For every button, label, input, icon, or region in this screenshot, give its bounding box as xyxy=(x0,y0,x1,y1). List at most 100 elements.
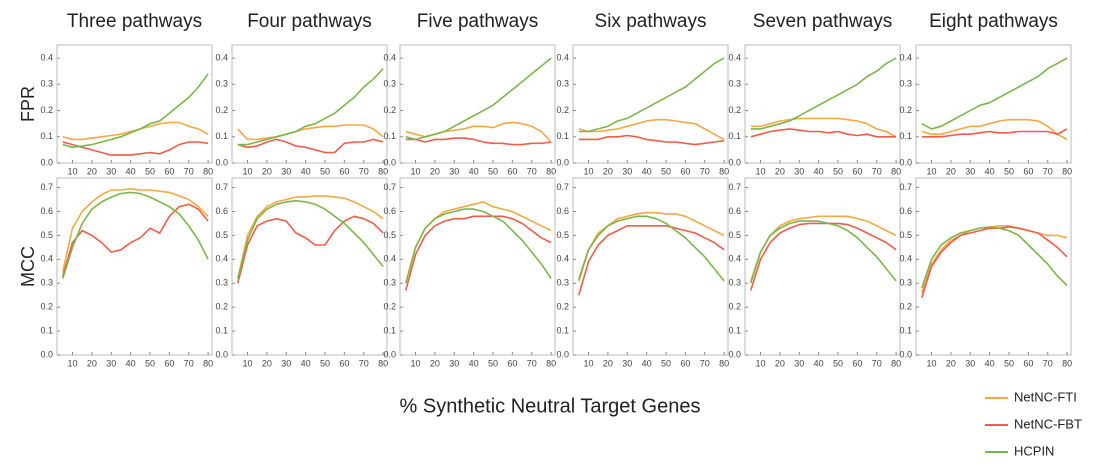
x-tick-label: 50 xyxy=(488,166,498,176)
x-tick-label: 40 xyxy=(985,358,995,368)
series-line xyxy=(405,137,552,146)
y-tick-label: 0.3 xyxy=(215,79,228,89)
y-tick-label: 0.1 xyxy=(40,131,53,141)
series-line xyxy=(578,225,725,296)
series-line xyxy=(405,215,552,291)
panel: 0.0 0.1 0.2 0.3 0.4 0.5 0.6 0.7 10 20 30 40 50 60 70 80 xyxy=(215,177,388,368)
x-tick-label: 10 xyxy=(242,166,252,176)
x-tick-label: 80 xyxy=(719,358,729,368)
x-tick-label: 30 xyxy=(794,358,804,368)
x-tick-label: 20 xyxy=(946,358,956,368)
x-tick-label: 20 xyxy=(262,358,272,368)
series-line xyxy=(405,57,552,141)
y-tick-label: 0.1 xyxy=(383,325,396,335)
x-tick-label: 10 xyxy=(583,358,593,368)
y-tick-label: 0.2 xyxy=(383,105,396,115)
x-tick-label: 20 xyxy=(87,166,97,176)
y-tick-label: 0.6 xyxy=(40,206,53,216)
x-tick-label: 20 xyxy=(603,358,613,368)
x-tick-label: 80 xyxy=(203,358,213,368)
y-tick-label: 0.3 xyxy=(899,79,912,89)
panel: Six pathways 0.0 0.1 0.2 0.3 0.4 10 20 30 40 50 60 7… xyxy=(556,11,729,176)
series-line xyxy=(750,222,897,291)
y-tick-label: 0.6 xyxy=(556,206,569,216)
x-tick-label: 20 xyxy=(262,166,272,176)
panel-title: Three pathways xyxy=(67,11,202,32)
y-tick-label: 0.1 xyxy=(728,131,741,141)
panel: Five pathways 0.0 0.1 0.2 0.3 0.4 10 20 30 40 50 60… xyxy=(383,11,556,176)
y-axis-label: FPR xyxy=(18,86,38,122)
y-tick-label: 0.2 xyxy=(383,302,396,312)
panel: 0.0 0.1 0.2 0.3 0.4 0.5 0.6 0.7 10 20 30 40 50 60 70 80 xyxy=(899,177,1072,368)
series-line xyxy=(237,68,384,146)
x-tick-label: 20 xyxy=(946,166,956,176)
y-tick-label: 0.0 xyxy=(899,157,912,167)
y-tick-label: 0.3 xyxy=(383,278,396,288)
x-tick-label: 30 xyxy=(106,166,116,176)
y-tick-label: 0.0 xyxy=(383,349,396,359)
series-line xyxy=(237,215,384,284)
plot-frame xyxy=(231,177,388,356)
y-tick-label: 0.1 xyxy=(728,325,741,335)
y-tick-label: 0.4 xyxy=(40,52,53,62)
x-tick-label: 50 xyxy=(320,358,330,368)
y-tick-label: 0.5 xyxy=(383,230,396,240)
x-tick-label: 80 xyxy=(203,166,213,176)
x-tick-label: 50 xyxy=(488,358,498,368)
y-tick-label: 0.7 xyxy=(383,182,396,192)
y-tick-label: 0.3 xyxy=(728,278,741,288)
y-tick-label: 0.4 xyxy=(728,254,741,264)
y-tick-label: 0.1 xyxy=(215,131,228,141)
x-tick-label: 70 xyxy=(700,166,710,176)
y-tick-label: 0.7 xyxy=(728,182,741,192)
y-tick-label: 0.5 xyxy=(215,230,228,240)
y-tick-label: 0.3 xyxy=(40,79,53,89)
x-tick-label: 20 xyxy=(775,166,785,176)
x-tick-label: 30 xyxy=(965,166,975,176)
x-tick-label: 60 xyxy=(339,166,349,176)
y-tick-label: 0.0 xyxy=(556,349,569,359)
y-tick-label: 0.3 xyxy=(556,278,569,288)
plot-frame xyxy=(915,44,1072,164)
y-tick-label: 0.5 xyxy=(899,230,912,240)
y-tick-label: 0.4 xyxy=(556,52,569,62)
x-tick-label: 20 xyxy=(430,358,440,368)
y-tick-label: 0.7 xyxy=(215,182,228,192)
x-tick-label: 40 xyxy=(301,358,311,368)
x-tick-label: 30 xyxy=(106,358,116,368)
y-tick-label: 0.0 xyxy=(899,349,912,359)
y-tick-label: 0.0 xyxy=(215,349,228,359)
x-tick-label: 40 xyxy=(469,358,479,368)
x-tick-label: 70 xyxy=(527,166,537,176)
series-line xyxy=(750,57,897,130)
legend-label: HCPIN xyxy=(1014,443,1054,458)
y-tick-label: 0.5 xyxy=(40,230,53,240)
legend-label: NetNC-FBT xyxy=(1014,416,1082,431)
x-tick-label: 70 xyxy=(184,166,194,176)
y-tick-label: 0.2 xyxy=(556,105,569,115)
y-tick-label: 0.0 xyxy=(40,157,53,167)
y-tick-label: 0.4 xyxy=(215,52,228,62)
x-tick-label: 50 xyxy=(1004,358,1014,368)
series-line xyxy=(921,57,1068,130)
x-tick-label: 80 xyxy=(378,166,388,176)
x-tick-label: 70 xyxy=(872,358,882,368)
y-tick-label: 0.2 xyxy=(40,105,53,115)
panel: Four pathways 0.0 0.1 0.2 0.3 0.4 10 20 30 40 50 60… xyxy=(215,11,388,176)
x-tick-label: 30 xyxy=(622,166,632,176)
x-tick-label: 50 xyxy=(145,358,155,368)
series-line xyxy=(62,203,209,277)
series-line xyxy=(578,118,725,141)
x-tick-label: 40 xyxy=(126,166,136,176)
y-tick-label: 0.6 xyxy=(383,206,396,216)
y-tick-label: 0.5 xyxy=(556,230,569,240)
series-line xyxy=(405,208,552,284)
x-tick-label: 10 xyxy=(926,358,936,368)
panel: Seven pathways 0.0 0.1 0.2 0.3 0.4 10 20 30 40 50 6… xyxy=(728,11,901,176)
series-line xyxy=(237,195,384,279)
y-tick-label: 0.3 xyxy=(556,79,569,89)
x-tick-label: 40 xyxy=(301,166,311,176)
y-tick-label: 0.0 xyxy=(556,157,569,167)
panel: MCC 0.0 0.1 0.2 0.3 0.4 0.5 0.6 0.7 10 20 30 40 50 60 7… xyxy=(18,177,213,368)
y-tick-label: 0.7 xyxy=(40,182,53,192)
